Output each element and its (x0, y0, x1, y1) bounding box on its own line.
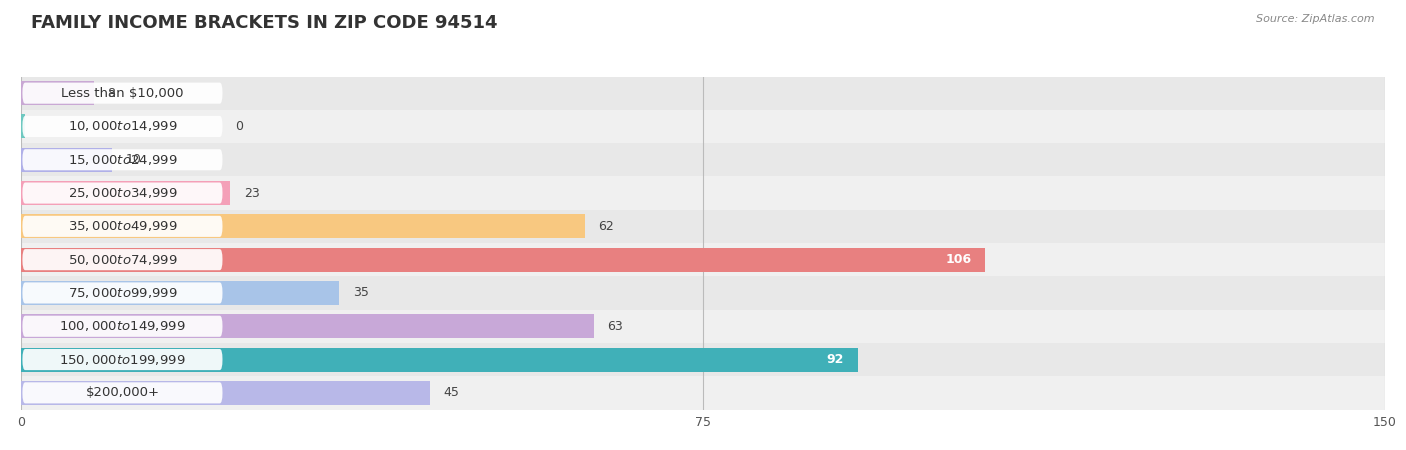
Text: 10: 10 (125, 153, 142, 166)
Text: 8: 8 (107, 87, 115, 99)
Bar (21, 76, 1385, 110)
Text: $50,000 to $74,999: $50,000 to $74,999 (67, 252, 177, 267)
Text: $35,000 to $49,999: $35,000 to $49,999 (67, 219, 177, 234)
Text: 35: 35 (353, 287, 368, 299)
Text: Less than $10,000: Less than $10,000 (62, 87, 184, 99)
Text: $75,000 to $99,999: $75,000 to $99,999 (67, 286, 177, 300)
Bar (21, 110, 1385, 143)
FancyBboxPatch shape (22, 183, 222, 203)
Text: $15,000 to $24,999: $15,000 to $24,999 (67, 153, 177, 167)
Text: 45: 45 (444, 387, 460, 399)
Text: FAMILY INCOME BRACKETS IN ZIP CODE 94514: FAMILY INCOME BRACKETS IN ZIP CODE 94514 (31, 14, 498, 32)
Text: Source: ZipAtlas.com: Source: ZipAtlas.com (1257, 14, 1375, 23)
Text: 106: 106 (945, 253, 972, 266)
FancyBboxPatch shape (22, 83, 222, 104)
FancyBboxPatch shape (22, 316, 222, 337)
Bar (21, 381, 430, 405)
Bar (21, 176, 1385, 210)
Bar (21, 310, 1385, 343)
Bar (21, 148, 112, 172)
Text: 62: 62 (599, 220, 614, 233)
Bar (21, 248, 984, 272)
Text: $200,000+: $200,000+ (86, 387, 159, 399)
Text: 23: 23 (243, 187, 260, 199)
Bar (21, 181, 231, 205)
Bar (21, 114, 25, 139)
Text: $25,000 to $34,999: $25,000 to $34,999 (67, 186, 177, 200)
FancyBboxPatch shape (22, 382, 222, 403)
Bar (21, 276, 1385, 310)
Text: 92: 92 (827, 353, 844, 366)
FancyBboxPatch shape (22, 349, 222, 370)
Bar (21, 314, 593, 338)
Bar (21, 143, 1385, 176)
FancyBboxPatch shape (22, 116, 222, 137)
Bar (21, 214, 585, 238)
Text: $150,000 to $199,999: $150,000 to $199,999 (59, 352, 186, 367)
Bar (21, 347, 858, 372)
FancyBboxPatch shape (22, 249, 222, 270)
Bar (21, 81, 94, 105)
Bar (21, 210, 1385, 243)
Bar (21, 243, 1385, 276)
FancyBboxPatch shape (22, 216, 222, 237)
Text: $10,000 to $14,999: $10,000 to $14,999 (67, 119, 177, 134)
Text: $100,000 to $149,999: $100,000 to $149,999 (59, 319, 186, 333)
Bar (21, 281, 339, 305)
Text: 0: 0 (235, 120, 243, 133)
Text: 63: 63 (607, 320, 623, 333)
Bar (21, 343, 1385, 376)
FancyBboxPatch shape (22, 149, 222, 170)
Bar (21, 376, 1385, 410)
FancyBboxPatch shape (22, 283, 222, 303)
